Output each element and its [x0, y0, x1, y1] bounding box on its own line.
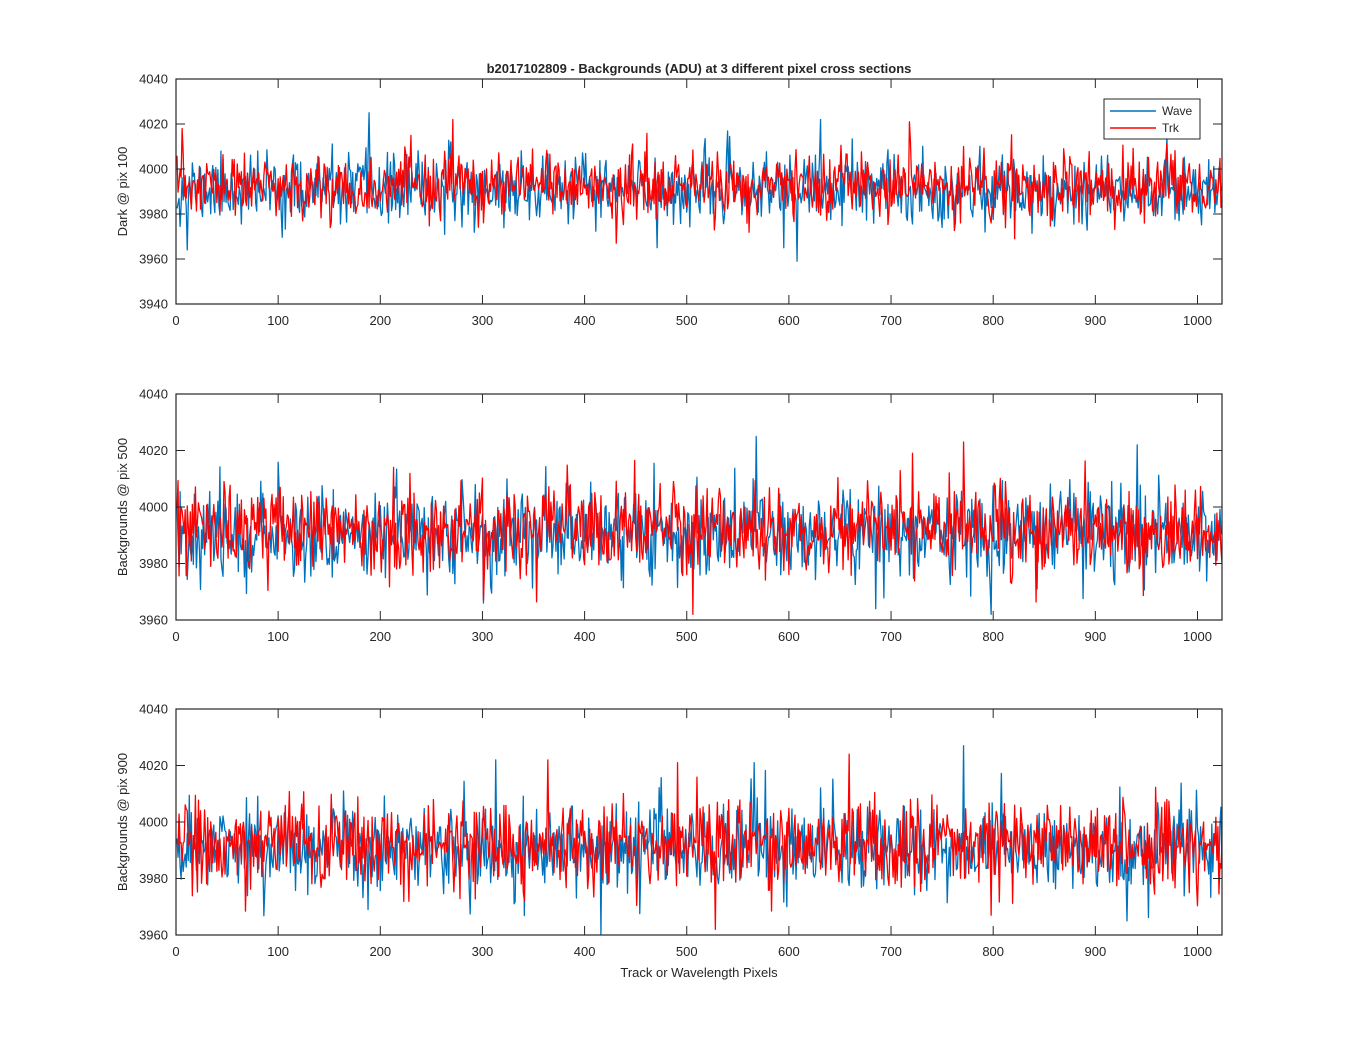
x-tick-label: 0 [172, 944, 179, 959]
legend: Wave Trk [1103, 98, 1201, 140]
y-tick-label: 3940 [139, 297, 168, 312]
x-tick-label: 1000 [1183, 629, 1212, 644]
y-tick-label: 4020 [139, 758, 168, 773]
x-tick-label: 900 [1084, 629, 1106, 644]
x-tick-label: 400 [574, 944, 596, 959]
subplot-3: 0 100 200 300 400 500 600 700 800 900 1000 3960 3980… [115, 702, 1223, 959]
x-tick-label: 1000 [1183, 944, 1212, 959]
y-tick-label: 4020 [139, 443, 168, 458]
y-tick-label: 3980 [139, 871, 168, 886]
axes-box [175, 78, 1223, 305]
plot-area [176, 394, 1222, 620]
x-tick-label: 800 [982, 313, 1004, 328]
y-tick-label: 3960 [139, 613, 168, 628]
y-tick-label: 4040 [139, 72, 168, 87]
subplots: 0 100 200 300 400 500 600 700 800 900 100039403960… [115, 72, 1223, 959]
subplot-1: 0 100 200 300 400 500 600 700 800 900 1000 3940 3960… [115, 72, 1223, 328]
x-tick-label: 700 [880, 629, 902, 644]
y-tick-label: 4040 [139, 387, 168, 402]
subplot-2: 0 100 200 300 400 500 600 700 800 900 1000 3960 3980… [115, 387, 1223, 644]
y-axis-label: Backgrounds @ pix 500 [115, 438, 130, 576]
x-tick-label: 700 [880, 313, 902, 328]
x-tick-label: 900 [1084, 313, 1106, 328]
y-tick-label: 4000 [139, 815, 168, 830]
y-tick-label: 3980 [139, 207, 168, 222]
x-tick-label: 400 [574, 629, 596, 644]
y-axis-label: Backgrounds @ pix 900 [115, 753, 130, 891]
x-axis-label: Track or Wavelength Pixels [620, 965, 778, 980]
series-line-wave [176, 745, 1222, 935]
y-tick-label: 3960 [139, 252, 168, 267]
x-tick-label: 0 [172, 313, 179, 328]
x-tick-label: 100 [267, 629, 289, 644]
figure-title: b2017102809 - Backgrounds (ADU) at 3 dif… [487, 61, 912, 76]
y-axis-label: Dark @ pix 100 [115, 147, 130, 237]
legend-label-trk: Trk [1162, 121, 1180, 135]
y-tick-label: 4000 [139, 162, 168, 177]
x-tick-label: 600 [778, 629, 800, 644]
series-line-trk [176, 118, 1222, 244]
x-tick-label: 400 [574, 313, 596, 328]
series-line-trk [176, 441, 1222, 615]
x-tick-label: 1000 [1183, 313, 1212, 328]
y-tick-label: 3960 [139, 928, 168, 943]
x-tick-label: 700 [880, 944, 902, 959]
x-tick-label: 900 [1084, 944, 1106, 959]
x-tick-label: 500 [676, 629, 698, 644]
y-tick-label: 3980 [139, 556, 168, 571]
y-tick-label: 4020 [139, 117, 168, 132]
x-tick-label: 600 [778, 944, 800, 959]
x-tick-label: 200 [369, 629, 391, 644]
legend-label-wave: Wave [1162, 104, 1193, 118]
legend-box [1103, 98, 1201, 140]
series-line-trk [176, 753, 1222, 930]
x-tick-label: 200 [369, 313, 391, 328]
x-tick-label: 0 [172, 629, 179, 644]
y-tick-label: 4040 [139, 702, 168, 717]
x-tick-label: 800 [982, 944, 1004, 959]
x-tick-label: 300 [472, 629, 494, 644]
x-tick-label: 300 [472, 313, 494, 328]
x-tick-label: 100 [267, 313, 289, 328]
x-tick-label: 500 [676, 313, 698, 328]
x-tick-label: 100 [267, 944, 289, 959]
y-tick-label: 4000 [139, 500, 168, 515]
x-tick-label: 200 [369, 944, 391, 959]
x-tick-label: 300 [472, 944, 494, 959]
x-tick-label: 500 [676, 944, 698, 959]
x-tick-label: 600 [778, 313, 800, 328]
x-tick-label: 800 [982, 629, 1004, 644]
